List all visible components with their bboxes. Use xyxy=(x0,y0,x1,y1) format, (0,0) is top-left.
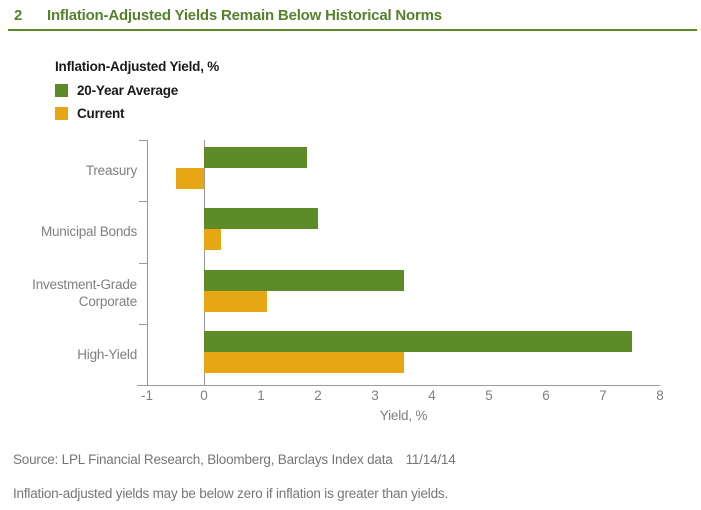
legend-items: 20-Year Average Current xyxy=(55,83,219,121)
value-axis-line xyxy=(137,385,660,386)
bar-current-investment-grade-corporate xyxy=(204,290,267,312)
category-axis-tick xyxy=(139,323,147,325)
legend-swatch-icon xyxy=(55,107,68,120)
category-label: Investment-Grade Corporate xyxy=(32,277,137,310)
legend-item-label: 20-Year Average xyxy=(77,83,179,98)
value-axis-tick-label: 0 xyxy=(200,388,208,403)
zero-gridline xyxy=(204,140,205,385)
source-line: Source: LPL Financial Research, Bloomber… xyxy=(13,452,693,467)
value-axis-tick-label: 6 xyxy=(542,388,550,403)
value-axis-tick-label: 5 xyxy=(485,388,493,403)
category-axis-line xyxy=(147,140,148,385)
legend-title: Inflation-Adjusted Yield, % xyxy=(55,59,220,74)
value-axis-tick-label: 3 xyxy=(371,388,379,403)
legend-item-label: Current xyxy=(77,106,125,121)
category-axis-tick xyxy=(139,201,147,203)
category-axis-tick xyxy=(139,262,147,264)
bar-chart: Treasury Municipal Bonds Investment-Grade … xyxy=(0,140,701,430)
value-axis-title: Yield, % xyxy=(379,408,428,423)
value-axis-ticks: -1 0 1 2 3 4 5 6 7 8 xyxy=(141,388,664,404)
legend-item: Current xyxy=(55,106,219,121)
legend-item: 20-Year Average xyxy=(55,83,219,98)
bar-20-year-average-investment-grade-corporate xyxy=(204,269,404,291)
footnote: Inflation-adjusted yields may be below z… xyxy=(13,486,448,501)
legend-swatch-icon xyxy=(55,84,68,97)
source-text: Source: LPL Financial Research, Bloomber… xyxy=(13,452,393,467)
bar-current-municipal-bonds xyxy=(204,229,222,251)
figure-header: 2 Inflation-Adjusted Yields Remain Below… xyxy=(14,7,693,24)
category-label: Treasury xyxy=(85,163,137,179)
bar-20-year-average-treasury xyxy=(204,147,307,168)
category-label: Municipal Bonds xyxy=(40,224,137,240)
chart-legend: Inflation-Adjusted Yield, % 20-Year Aver… xyxy=(55,59,219,129)
figure-footer: Source: LPL Financial Research, Bloomber… xyxy=(13,452,693,501)
value-axis-tick-label: 4 xyxy=(428,388,436,403)
figure-title: Inflation-Adjusted Yields Remain Below H… xyxy=(47,7,442,24)
bar-20-year-average-municipal-bonds xyxy=(204,208,318,230)
bar-20-year-average-high-yield xyxy=(204,330,632,352)
header-rule xyxy=(8,29,697,31)
value-axis-tick-label: 2 xyxy=(314,388,322,403)
value-axis-tick-label: 1 xyxy=(257,388,265,403)
category-axis-tick xyxy=(139,140,147,141)
plot-area xyxy=(137,140,660,386)
bar-current-high-yield xyxy=(204,351,404,373)
category-axis-labels: Treasury Municipal Bonds Investment-Grade … xyxy=(0,140,137,385)
category-label: High-Yield xyxy=(77,346,137,362)
bar-current-treasury xyxy=(175,168,204,189)
value-axis-tick-label: 8 xyxy=(656,388,664,403)
value-axis-tick-label: -1 xyxy=(140,388,154,403)
source-date: 11/14/14 xyxy=(405,452,456,467)
figure-number: 2 xyxy=(14,7,23,24)
value-axis-tick-label: 7 xyxy=(599,388,607,403)
